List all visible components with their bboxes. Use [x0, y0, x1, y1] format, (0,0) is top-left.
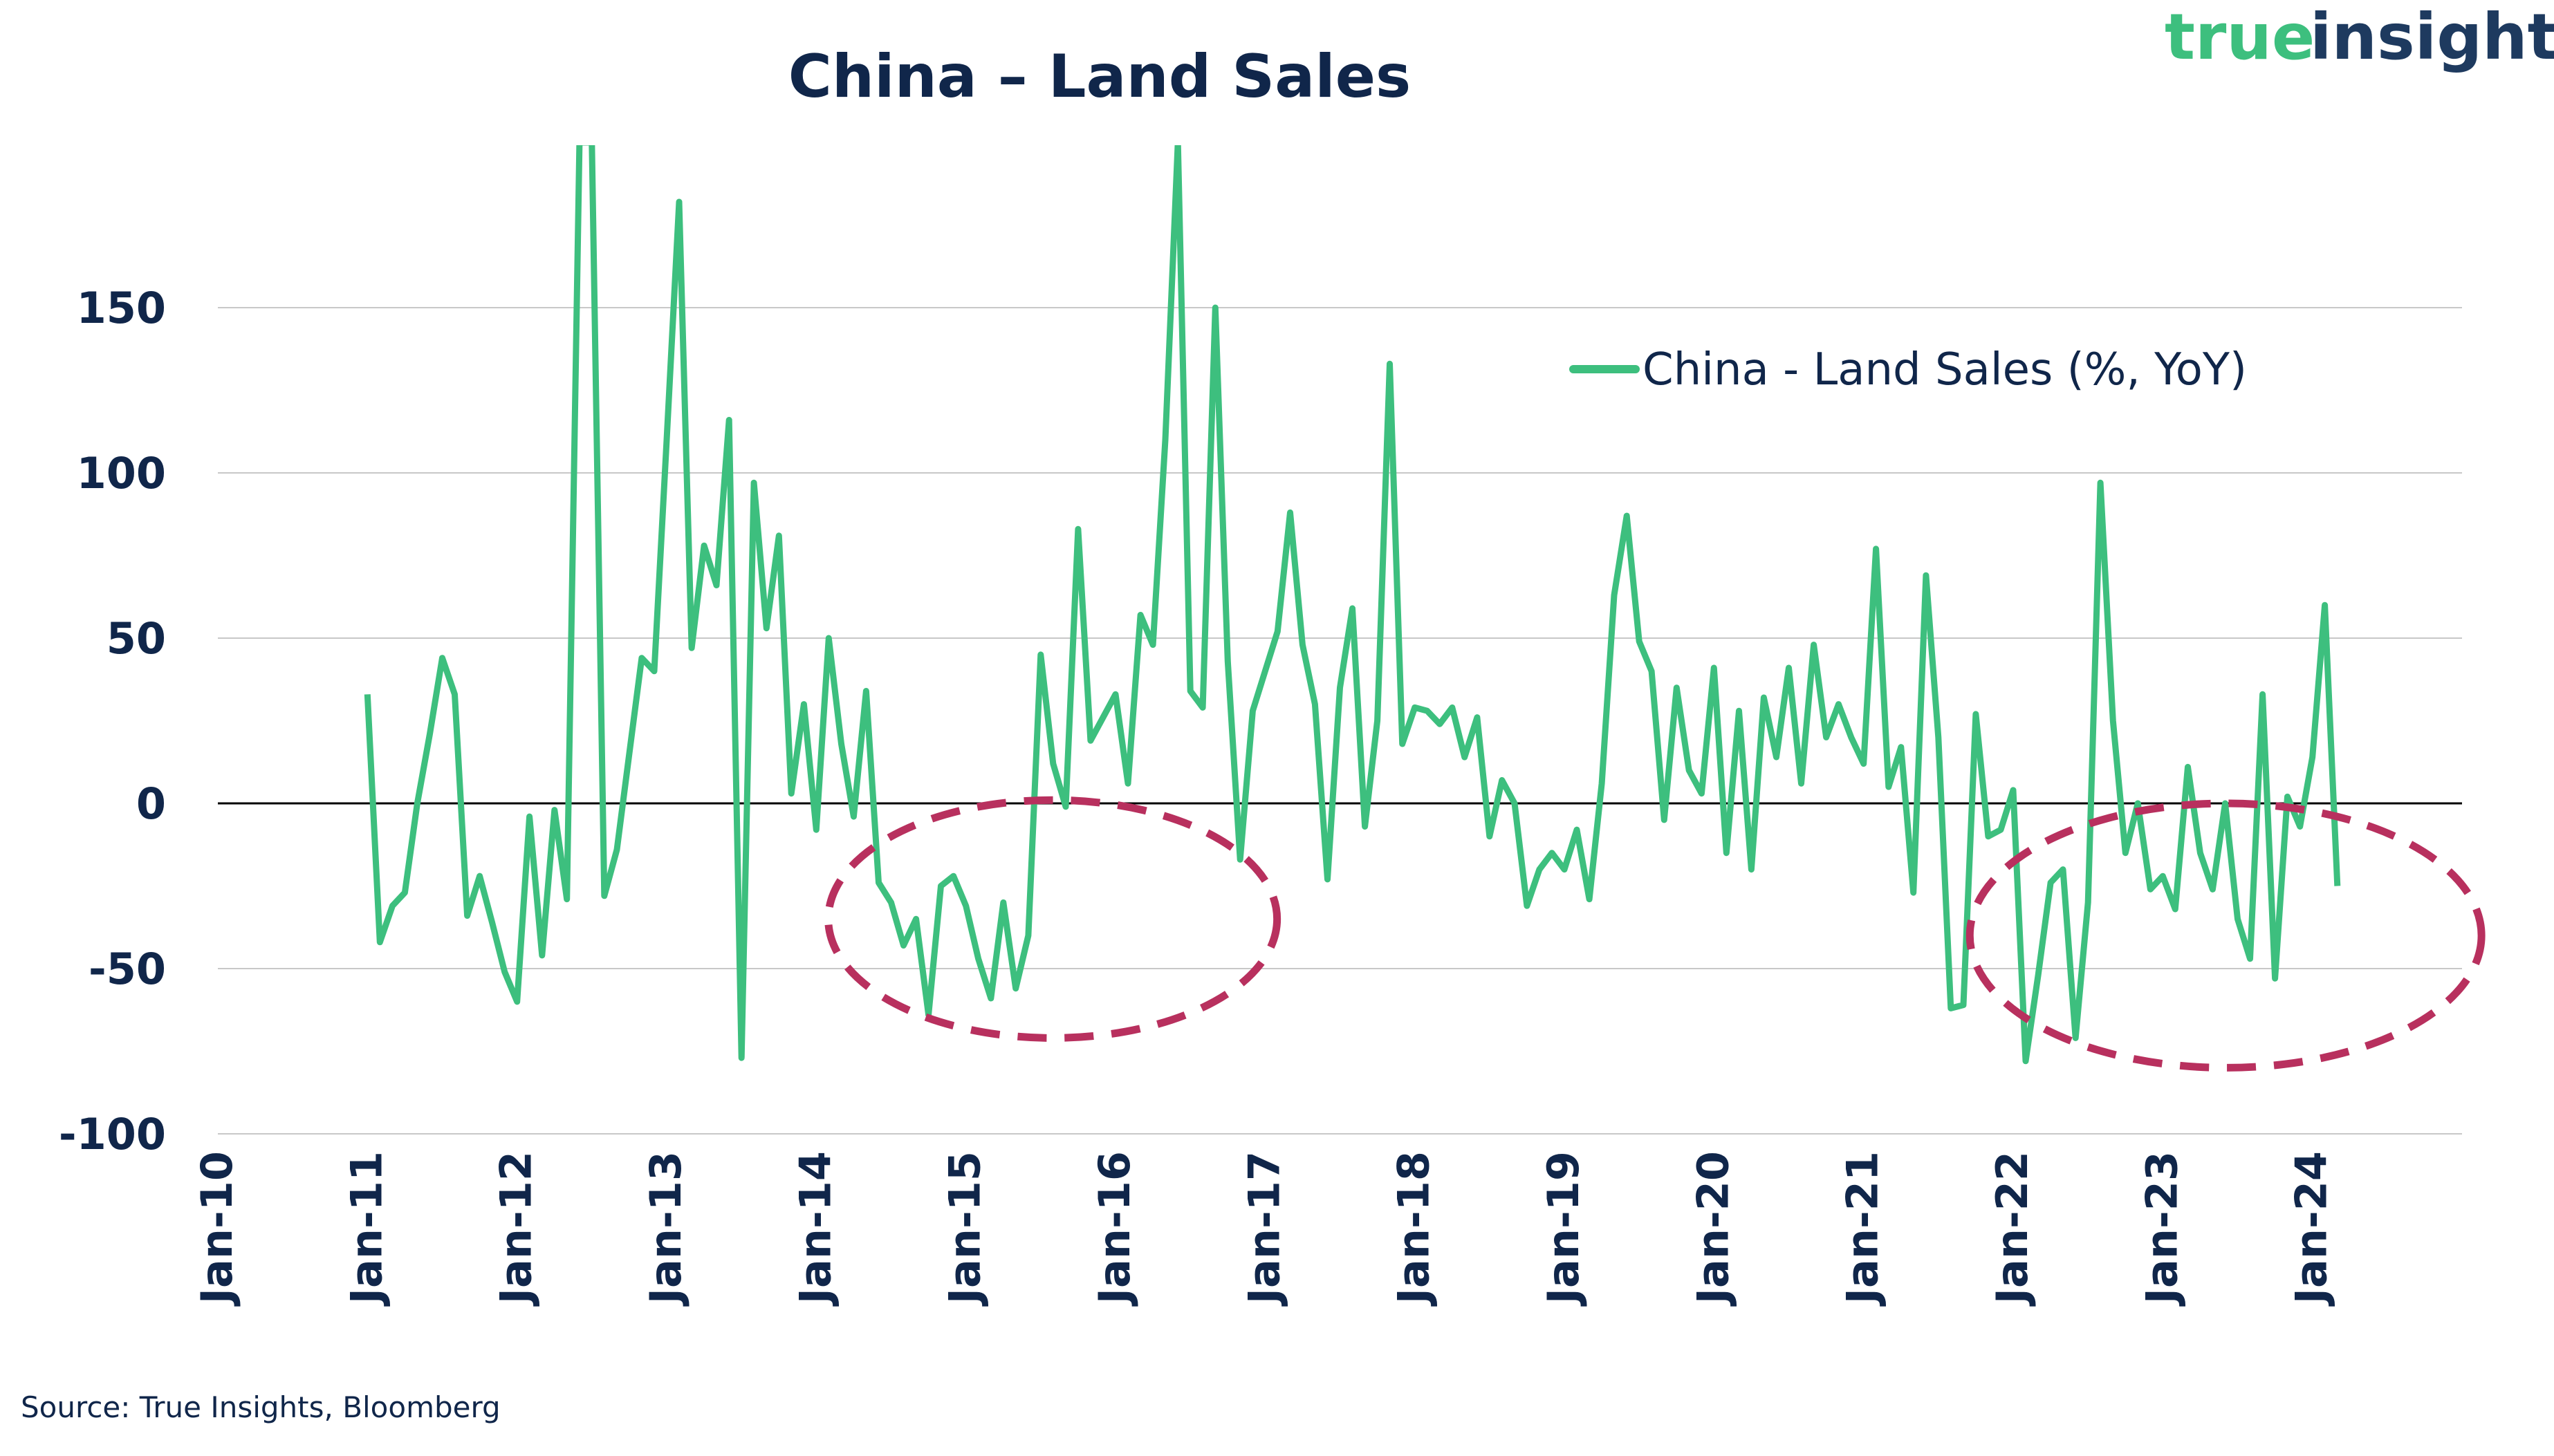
- y-tick-label: 150: [77, 283, 166, 333]
- logo-part-true: true: [2165, 0, 2315, 74]
- highlight-ellipse: [824, 796, 1281, 1042]
- x-axis-ticks: Jan-10 Jan-11 Jan-12 Jan-13 Jan-14 Jan-15 Jan-…: [192, 1151, 2337, 1307]
- series-layer: [364, 145, 2341, 1065]
- x-tick-label: Jan-13: [640, 1151, 691, 1307]
- annotations-layer: [824, 796, 2486, 1072]
- legend: China - Land Sales (%, YoY): [1569, 344, 2247, 395]
- x-tick-label: Jan-11: [341, 1151, 391, 1307]
- y-axis-ticks: 150 100 50 0 -50 -100: [59, 283, 166, 1159]
- x-tick-label: Jan-22: [1987, 1151, 2037, 1307]
- x-tick-label: Jan-15: [940, 1151, 990, 1307]
- x-tick-label: Jan-10: [192, 1151, 242, 1307]
- x-tick-label: Jan-24: [2286, 1151, 2337, 1307]
- x-tick-label: Jan-17: [1239, 1151, 1289, 1307]
- chart-title: China – Land Sales: [788, 42, 1411, 111]
- x-tick-label: Jan-19: [1538, 1151, 1589, 1307]
- x-tick-label: Jan-16: [1089, 1151, 1140, 1307]
- x-tick-label: Jan-21: [1838, 1151, 1888, 1307]
- x-tick-label: Jan-14: [790, 1151, 840, 1307]
- y-tick-label: -100: [59, 1109, 166, 1159]
- logo-part-insights: insights: [2310, 0, 2554, 74]
- x-tick-label: Jan-20: [1687, 1151, 1738, 1307]
- source-note: Source: True Insights, Bloomberg: [21, 1390, 501, 1424]
- x-tick-label: Jan-23: [2136, 1151, 2187, 1307]
- x-tick-label: Jan-12: [491, 1151, 542, 1307]
- highlight-ellipse: [1965, 799, 2486, 1072]
- series-line: [364, 145, 2341, 1065]
- y-tick-label: 50: [107, 613, 166, 664]
- legend-label: China - Land Sales (%, YoY): [1642, 344, 2247, 395]
- y-tick-label: 0: [136, 778, 166, 829]
- y-tick-label: -50: [89, 944, 166, 994]
- logo: true insights: [2165, 0, 2554, 74]
- x-tick-label: Jan-18: [1389, 1151, 1439, 1307]
- y-tick-label: 100: [77, 448, 166, 498]
